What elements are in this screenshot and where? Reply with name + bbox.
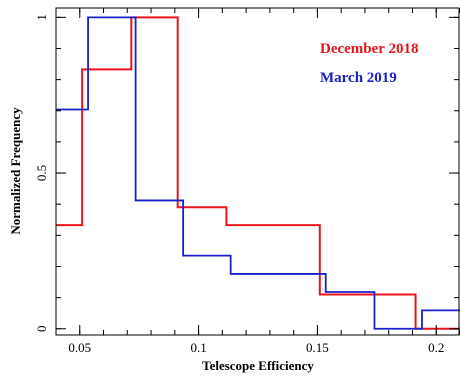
y-tick-label: 0 (34, 326, 49, 333)
series-group (56, 16, 460, 330)
y-axis-title: Normalized Frequency (8, 107, 23, 235)
plot-frame (55, 7, 460, 336)
y-tick-label: 1 (34, 14, 49, 21)
ticks-group: 0.05 0.1 0.15 0.2 0 0.5 1 (34, 8, 460, 355)
x-tick-label: 0.2 (428, 340, 444, 355)
series-line-march-2019 (56, 16, 460, 330)
legend-label-march-2019: March 2019 (320, 70, 397, 86)
legend-label-december-2018: December 2018 (320, 41, 418, 57)
series-line-december-2018 (56, 16, 460, 330)
x-tick-label: 0.1 (190, 340, 206, 355)
y-tick-label: 0.5 (34, 165, 49, 181)
x-tick-label: 0.15 (306, 340, 329, 355)
x-tick-label: 0.05 (68, 340, 91, 355)
x-axis-title: Telescope Efficiency (202, 358, 314, 373)
